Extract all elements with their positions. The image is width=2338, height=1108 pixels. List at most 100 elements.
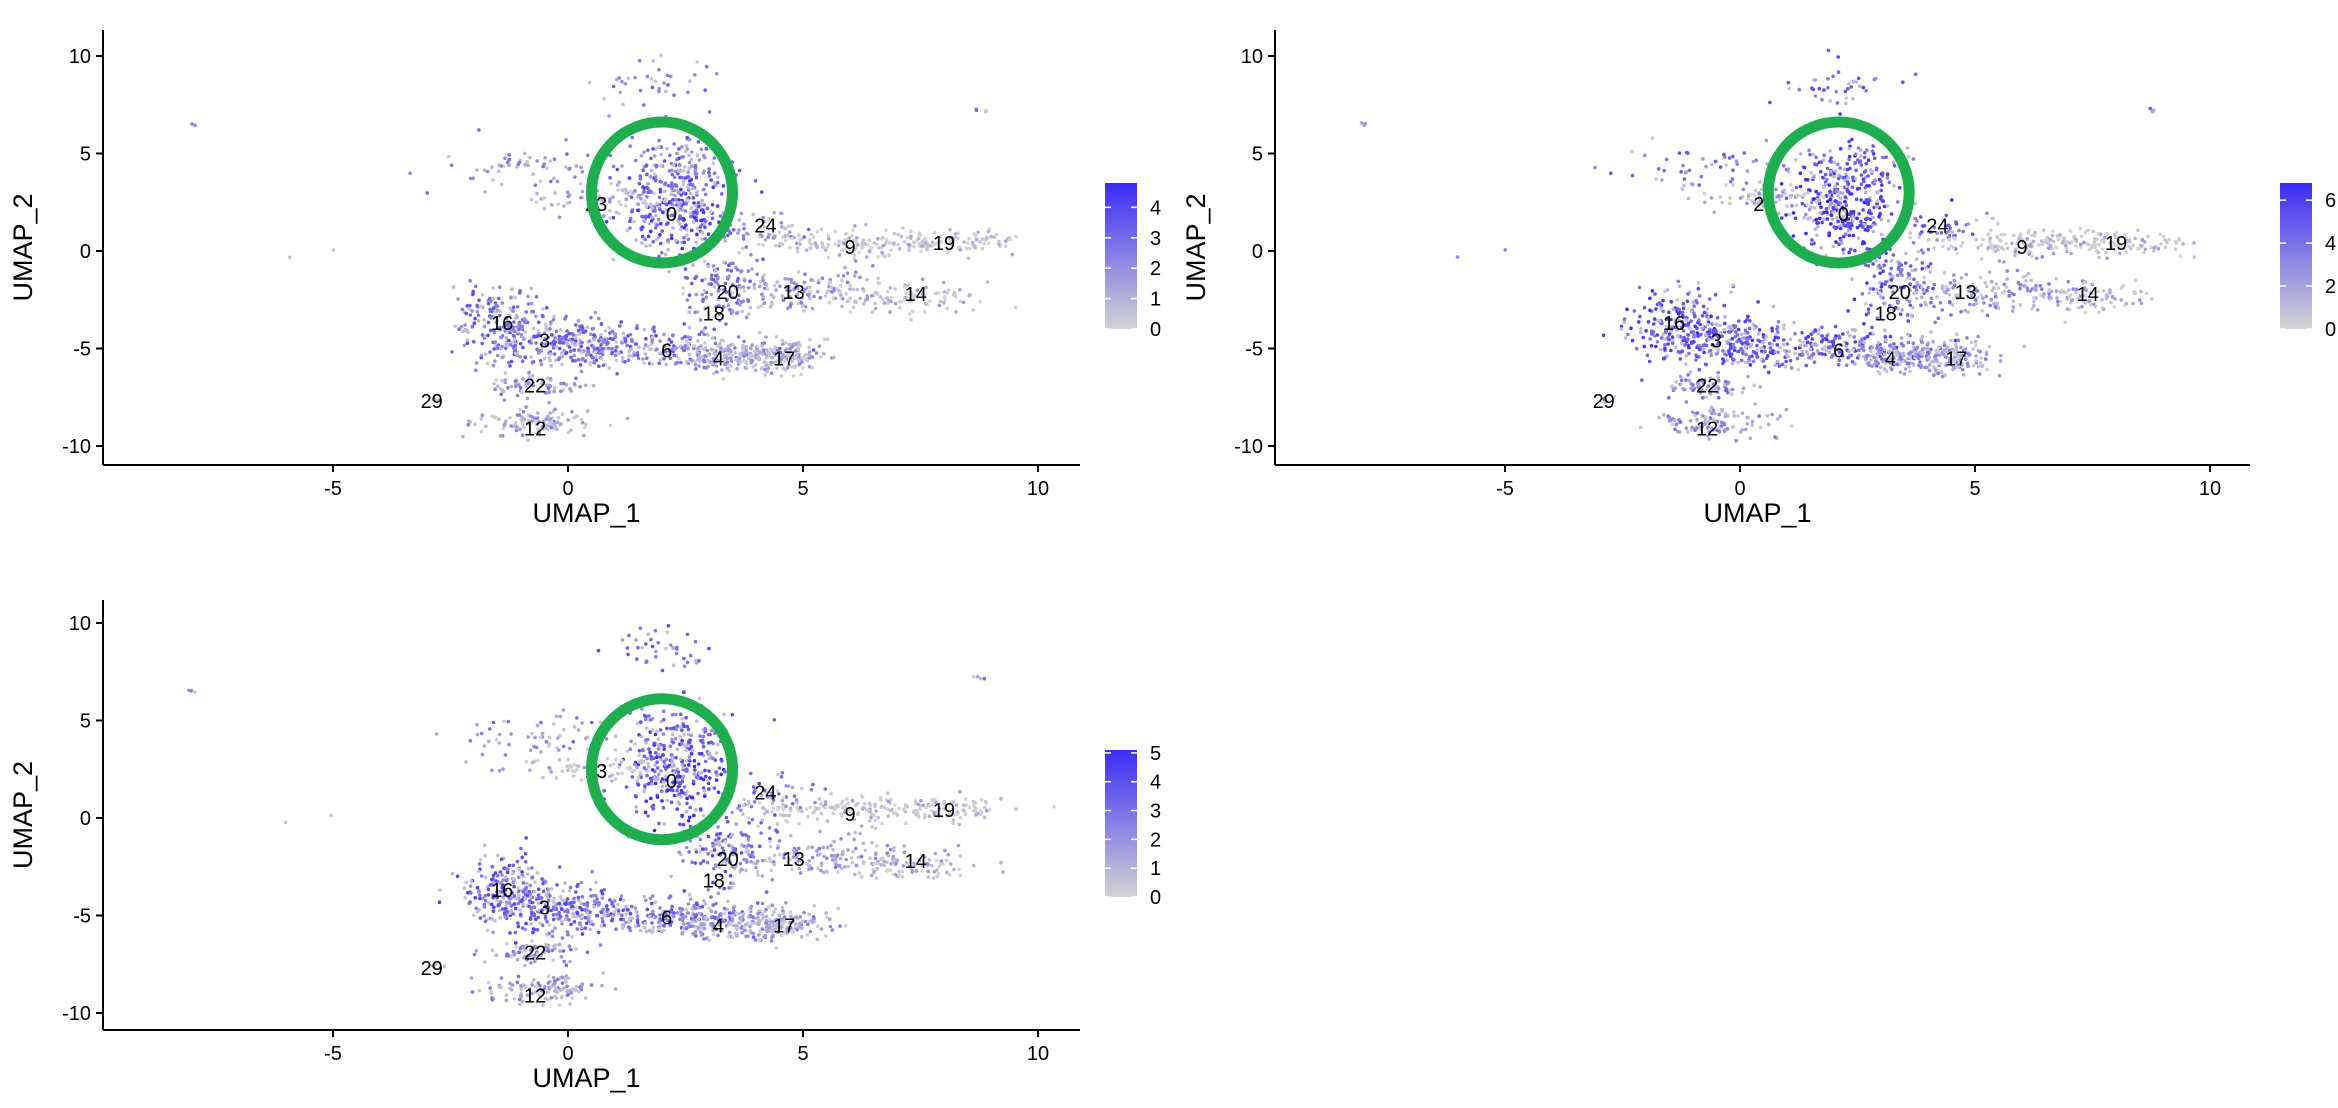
cell-point — [1886, 219, 1891, 223]
cell-point — [603, 329, 608, 333]
cell-point — [685, 789, 689, 794]
cell-point — [566, 194, 570, 199]
cell-point — [644, 336, 648, 341]
cell-point — [679, 200, 683, 205]
cell-point — [702, 788, 707, 793]
cell-point — [1666, 414, 1670, 419]
cell-point — [748, 279, 752, 284]
cell-point — [1717, 323, 1722, 328]
cell-point — [818, 295, 823, 300]
cell-point — [1921, 251, 1925, 255]
cell-point — [2051, 251, 2056, 256]
cell-point — [1772, 338, 1776, 343]
cell-point — [673, 362, 678, 366]
cell-point — [1992, 301, 1996, 306]
cell-point — [2034, 283, 2038, 288]
cell-point — [808, 290, 812, 294]
cell-point — [524, 310, 528, 314]
cell-point — [483, 334, 487, 339]
cell-point — [672, 353, 676, 358]
cell-point — [1678, 374, 1683, 379]
cell-point — [544, 166, 549, 170]
cell-point — [2136, 228, 2140, 233]
cell-point — [643, 214, 648, 219]
cell-point — [687, 755, 692, 759]
cell-point — [506, 386, 510, 390]
cell-point — [712, 284, 717, 289]
cell-point — [1861, 208, 1865, 212]
cell-point — [1849, 85, 1853, 89]
cell-point — [695, 347, 700, 351]
cluster-label: 14 — [2077, 284, 2099, 306]
cell-point — [1993, 304, 1998, 309]
cell-point — [2011, 233, 2016, 238]
cell-point — [865, 243, 870, 247]
cell-point — [523, 355, 527, 360]
cell-point — [657, 195, 662, 200]
cell-point — [1798, 171, 1803, 175]
cell-point — [964, 246, 969, 251]
cell-point — [1984, 294, 1989, 299]
cell-point — [580, 170, 585, 174]
cell-point — [1879, 188, 1884, 193]
cell-point — [1882, 263, 1886, 268]
cell-point — [1677, 284, 1682, 289]
cell-point — [1722, 382, 1727, 387]
cell-point — [1854, 168, 1858, 173]
cell-point — [614, 340, 618, 344]
cell-point — [662, 747, 666, 751]
cell-point — [1776, 320, 1781, 324]
cell-point — [648, 174, 653, 179]
cell-point — [556, 416, 561, 420]
cell-point — [712, 327, 716, 332]
cell-point — [633, 342, 638, 346]
cell-point — [865, 255, 869, 259]
cell-point — [567, 167, 571, 171]
cell-point — [2074, 239, 2079, 243]
cell-point — [1874, 166, 1879, 170]
cell-point — [1853, 248, 1857, 253]
cell-point — [1767, 341, 1772, 346]
cell-point — [1957, 228, 1961, 233]
cell-point — [615, 77, 619, 82]
cell-point — [1691, 330, 1696, 334]
cell-point — [696, 310, 700, 314]
cell-point — [1623, 336, 1628, 340]
cell-point — [2071, 287, 2075, 291]
cell-point — [1859, 198, 1863, 202]
cell-point — [693, 362, 698, 367]
cell-point — [735, 301, 739, 305]
cell-point — [1911, 363, 1916, 367]
cell-point — [792, 281, 796, 285]
cell-point — [661, 210, 665, 215]
cell-point — [649, 229, 653, 234]
cell-point — [1981, 296, 1985, 300]
cell-point — [1826, 77, 1830, 81]
cell-point — [650, 728, 655, 732]
cell-point — [1947, 238, 1952, 242]
cell-point — [1010, 252, 1014, 257]
cell-point — [870, 310, 875, 314]
x-tick-label: 5 — [1969, 478, 1980, 500]
cell-point — [1859, 154, 1863, 158]
cell-point — [831, 296, 836, 300]
cell-point — [684, 792, 688, 797]
cell-point — [790, 223, 794, 228]
cell-point — [715, 276, 720, 281]
cell-point — [671, 333, 675, 338]
cell-point — [288, 255, 292, 259]
cell-point — [690, 164, 694, 168]
cell-point — [660, 789, 664, 793]
cell-point — [762, 224, 766, 229]
cell-point — [664, 207, 668, 212]
cell-point — [679, 193, 684, 197]
cell-point — [694, 175, 699, 180]
cell-point — [2105, 256, 2109, 261]
cell-point — [1701, 343, 1706, 348]
cell-point — [1638, 314, 1642, 319]
cell-point — [694, 367, 698, 371]
cell-point — [714, 305, 718, 309]
cell-point — [1900, 308, 1904, 312]
cell-point — [697, 364, 701, 368]
cell-point — [1826, 345, 1831, 350]
